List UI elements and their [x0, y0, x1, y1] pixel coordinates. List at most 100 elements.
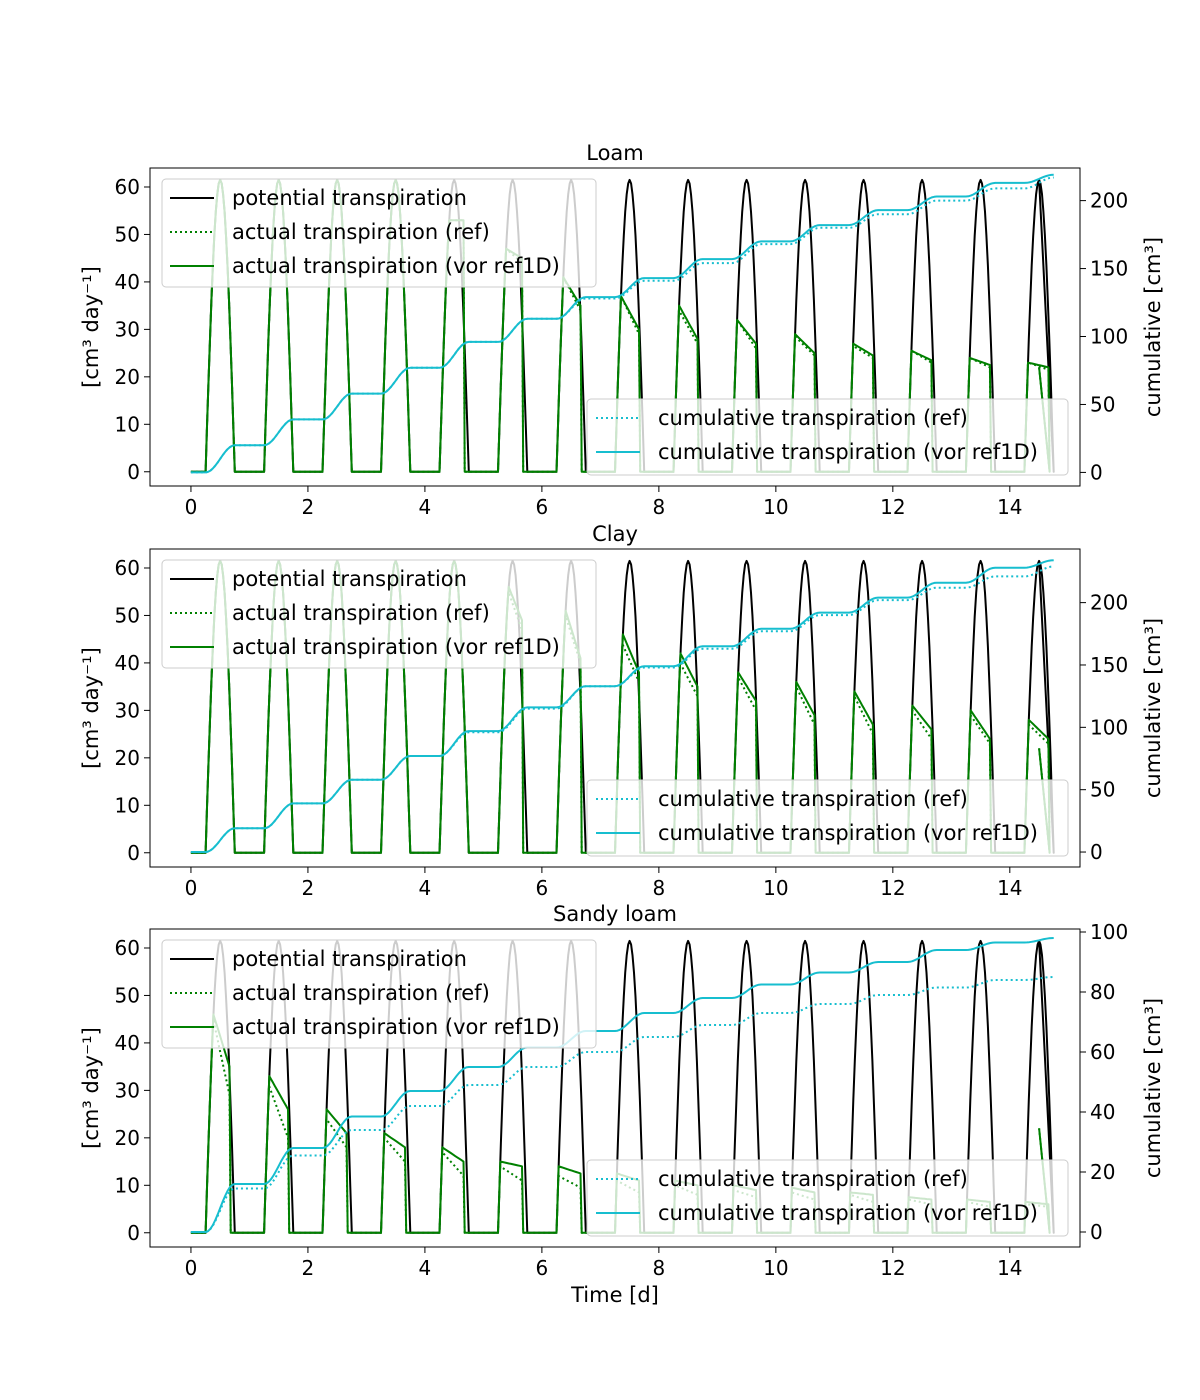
- x-tick-label: 10: [763, 1256, 788, 1280]
- y-tick-label: 0: [127, 1221, 140, 1245]
- x-tick-label: 14: [997, 1256, 1022, 1280]
- y-tick-label: 10: [115, 793, 140, 817]
- y-axis-label: [cm³ day⁻¹]: [79, 266, 103, 388]
- legend-box: [586, 398, 1069, 476]
- panel-2: Sandy loam 0 2 4 6 8 10 12 14 0 10 20 30 40 50 60 0 20 40 6…: [79, 902, 1165, 1280]
- series-cumulative-vor: [190, 937, 1054, 1233]
- series-cumulative-ref: [190, 976, 1054, 1233]
- legend-label: cumulative transpiration (ref): [658, 1167, 968, 1191]
- x-tick-label: 0: [185, 876, 198, 900]
- legend-left: potential transpiration actual transpira…: [161, 559, 597, 669]
- y2-tick-label: 50: [1090, 392, 1115, 416]
- legend-box: [161, 939, 597, 1049]
- panel-title: Loam: [586, 141, 644, 165]
- legend-right: cumulative transpiration (ref) cumulative…: [586, 1159, 1069, 1237]
- y-tick-label: 40: [115, 270, 140, 294]
- legend-label: actual transpiration (ref): [232, 220, 490, 244]
- y-tick-label: 10: [115, 412, 140, 436]
- x-tick-label: 14: [997, 495, 1022, 519]
- legend-label: potential transpiration: [232, 186, 467, 210]
- y2-tick-label: 60: [1090, 1040, 1115, 1064]
- legend-label: actual transpiration (vor ref1D): [232, 254, 560, 278]
- legend-label: cumulative transpiration (vor ref1D): [658, 440, 1038, 464]
- legend-label: cumulative transpiration (vor ref1D): [658, 1201, 1038, 1225]
- y2-tick-label: 20: [1090, 1160, 1115, 1184]
- x-tick-label: 4: [419, 495, 432, 519]
- x-tick-label: 14: [997, 876, 1022, 900]
- legend-box: [586, 1159, 1069, 1237]
- legend-box: [161, 178, 597, 288]
- legend-right: cumulative transpiration (ref) cumulative…: [586, 779, 1069, 857]
- y2-tick-label: 0: [1090, 840, 1103, 864]
- y-axis-label: [cm³ day⁻¹]: [79, 647, 103, 769]
- y-tick-label: 50: [115, 983, 140, 1007]
- legend-label: cumulative transpiration (ref): [658, 406, 968, 430]
- axes-frame: [149, 928, 1081, 1248]
- x-tick-label: 12: [880, 1256, 905, 1280]
- y-tick-label: 20: [115, 365, 140, 389]
- axes-frame: [149, 167, 1081, 487]
- legend-left: potential transpiration actual transpira…: [161, 939, 597, 1049]
- y-tick-label: 20: [115, 746, 140, 770]
- x-tick-label: 2: [302, 1256, 315, 1280]
- y2-tick-label: 150: [1090, 257, 1128, 281]
- y2-axis-label: cumulative [cm³]: [1141, 998, 1165, 1178]
- x-tick-label: 4: [419, 876, 432, 900]
- y2-tick-label: 100: [1090, 715, 1128, 739]
- x-tick-label: 12: [880, 876, 905, 900]
- y-tick-label: 30: [115, 698, 140, 722]
- y-tick-label: 50: [115, 222, 140, 246]
- x-tick-label: 6: [536, 876, 549, 900]
- y-tick-label: 30: [115, 1078, 140, 1102]
- legend-left: potential transpiration actual transpira…: [161, 178, 597, 288]
- y-tick-label: 30: [115, 317, 140, 341]
- y2-tick-label: 200: [1090, 189, 1128, 213]
- legend-label: actual transpiration (vor ref1D): [232, 1015, 560, 1039]
- legend-box: [161, 559, 597, 669]
- y2-tick-label: 100: [1090, 325, 1128, 349]
- series-cumulative-vor: [190, 173, 1054, 474]
- x-axis-label: Time [d]: [570, 1283, 659, 1307]
- axes-frame: [149, 548, 1081, 868]
- y-axis-label: [cm³ day⁻¹]: [79, 1027, 103, 1149]
- y-tick-label: 40: [115, 651, 140, 675]
- series-actual-transpiration-ref: [190, 559, 1051, 854]
- y-tick-label: 60: [115, 936, 140, 960]
- panel-0: Loam 0 2 4 6 8 10 12 14 0 10 20 30 40 50 60 0 50 100 150 200…: [79, 141, 1165, 519]
- y2-tick-label: 200: [1090, 591, 1128, 615]
- legend-label: actual transpiration (ref): [232, 981, 490, 1005]
- x-tick-label: 8: [653, 1256, 666, 1280]
- x-tick-label: 6: [536, 495, 549, 519]
- y2-tick-label: 150: [1090, 653, 1128, 677]
- y2-tick-label: 0: [1090, 1220, 1103, 1244]
- y-tick-label: 0: [127, 841, 140, 865]
- y-tick-label: 60: [115, 175, 140, 199]
- x-tick-label: 10: [763, 876, 788, 900]
- x-tick-label: 0: [185, 495, 198, 519]
- panel-title: Sandy loam: [553, 902, 677, 926]
- legend-label: actual transpiration (vor ref1D): [232, 635, 560, 659]
- y-tick-label: 0: [127, 460, 140, 484]
- series-cumulative-vor: [190, 559, 1054, 853]
- legend-label: actual transpiration (ref): [232, 601, 490, 625]
- y2-tick-label: 0: [1090, 460, 1103, 484]
- y2-axis-label: cumulative [cm³]: [1141, 618, 1165, 798]
- y2-tick-label: 50: [1090, 778, 1115, 802]
- x-tick-label: 2: [302, 495, 315, 519]
- panel-title: Clay: [592, 522, 638, 546]
- y-tick-label: 50: [115, 603, 140, 627]
- x-tick-label: 12: [880, 495, 905, 519]
- x-tick-label: 6: [536, 1256, 549, 1280]
- x-tick-label: 8: [653, 495, 666, 519]
- legend-label: potential transpiration: [232, 947, 467, 971]
- legend-right: cumulative transpiration (ref) cumulative…: [586, 398, 1069, 476]
- y-tick-label: 40: [115, 1031, 140, 1055]
- y2-axis-label: cumulative [cm³]: [1141, 237, 1165, 417]
- x-tick-label: 4: [419, 1256, 432, 1280]
- series-cumulative-ref: [190, 176, 1054, 474]
- legend-box: [586, 779, 1069, 857]
- x-tick-label: 10: [763, 495, 788, 519]
- legend-label: cumulative transpiration (ref): [658, 787, 968, 811]
- panel-1: Clay 0 2 4 6 8 10 12 14 0 10 20 30 40 50 60 0 50 100 150 200…: [79, 522, 1165, 900]
